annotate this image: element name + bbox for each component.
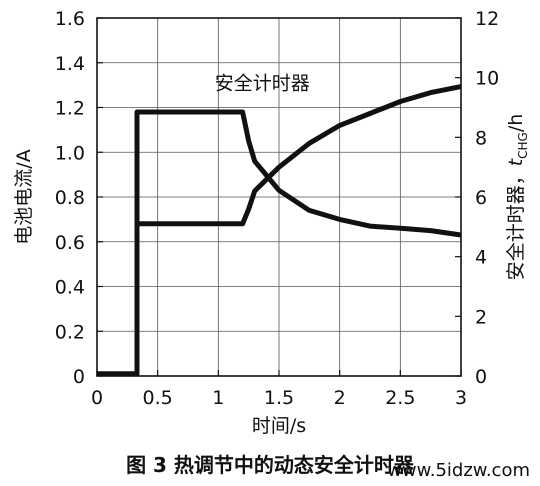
x-tick-label: 1 [212,387,224,409]
y-right-tick-label: 10 [475,68,499,90]
y-left-tick-label: 1.0 [55,142,85,164]
series-layer [97,84,462,377]
y-axis-right: 0 2 4 6 8 10 12 [455,8,499,388]
y-left-tick-label: 0.2 [55,321,85,343]
x-axis: 0 0.5 1 1.5 2 2.5 3 [91,370,467,409]
x-axis-title: 时间/s [252,415,306,437]
y-axis-right-title: 安全计时器，tCHG/h [505,114,530,281]
y-right-tick-label: 2 [475,306,487,328]
y-left-tick-label: 1.2 [55,98,85,120]
y-axis-left: 0 0.2 0.4 0.6 0.8 1.0 1.2 1.4 1.6 [55,8,103,388]
x-tick-label: 0 [91,387,103,409]
y-left-tick-label: 0.8 [55,187,85,209]
x-tick-label: 3 [455,387,467,409]
series-annotation: 安全计时器 [215,73,310,95]
x-tick-label: 0.5 [143,387,173,409]
y-axis-right-title-suffix: /h [505,114,527,132]
y-right-tick-label: 4 [475,247,487,269]
y-axis-right-title-sub: CHG [516,132,530,159]
y-left-tick-label: 0 [73,366,85,388]
y-axis-right-title-var: t [505,157,527,166]
series-line-safety-timer [138,84,462,227]
series-line-battery-current [97,109,462,377]
y-axis-left-title: 电池电流/A [13,149,35,244]
grid [97,18,461,376]
y-right-tick-label: 8 [475,127,487,149]
y-right-tick-label: 0 [475,366,487,388]
y-left-tick-label: 1.4 [55,53,85,75]
y-left-tick-label: 0.6 [55,232,85,254]
y-left-tick-label: 0.4 [55,277,85,299]
figure-caption: 图 3 热调节中的动态安全计时器 [126,453,415,477]
y-left-tick-label: 1.6 [55,8,85,30]
x-tick-label: 2.5 [385,387,415,409]
y-right-tick-label: 6 [475,187,487,209]
x-tick-label: 2 [334,387,346,409]
y-axis-right-title-prefix: 安全计时器， [505,166,527,280]
y-right-tick-label: 12 [475,8,499,30]
watermark: www.5idzw.com [387,460,530,481]
x-tick-label: 1.5 [264,387,294,409]
